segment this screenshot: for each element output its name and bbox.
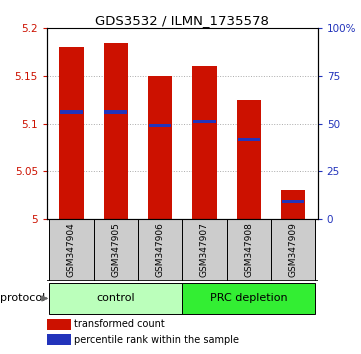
Bar [282,200,304,203]
Text: transformed count: transformed count [74,319,165,330]
Text: GSM347909: GSM347909 [289,223,298,278]
Bar [149,124,171,127]
Text: GSM347904: GSM347904 [67,223,76,277]
Text: GSM347907: GSM347907 [200,223,209,278]
Bar [49,283,182,314]
Bar [104,110,127,114]
Text: GSM347908: GSM347908 [244,223,253,278]
Bar [104,42,128,219]
Bar [182,219,227,281]
Bar [60,110,83,114]
Text: percentile rank within the sample: percentile rank within the sample [74,335,239,345]
Bar [59,47,83,219]
Text: GSM347905: GSM347905 [111,223,120,278]
Bar [237,100,261,219]
Bar [148,76,172,219]
Bar [193,120,216,123]
Bar [47,319,71,330]
Bar [182,283,316,314]
Bar [271,219,316,281]
Text: GSM347906: GSM347906 [156,223,165,278]
Bar [281,190,305,219]
Bar [47,335,71,346]
Bar [227,219,271,281]
Text: protocol: protocol [0,293,45,303]
Text: PRC depletion: PRC depletion [210,293,288,303]
Bar [49,219,93,281]
Text: control: control [96,293,135,303]
Bar [238,138,260,142]
Title: GDS3532 / ILMN_1735578: GDS3532 / ILMN_1735578 [95,14,269,27]
Bar [138,219,182,281]
Bar [93,219,138,281]
Bar [192,67,217,219]
